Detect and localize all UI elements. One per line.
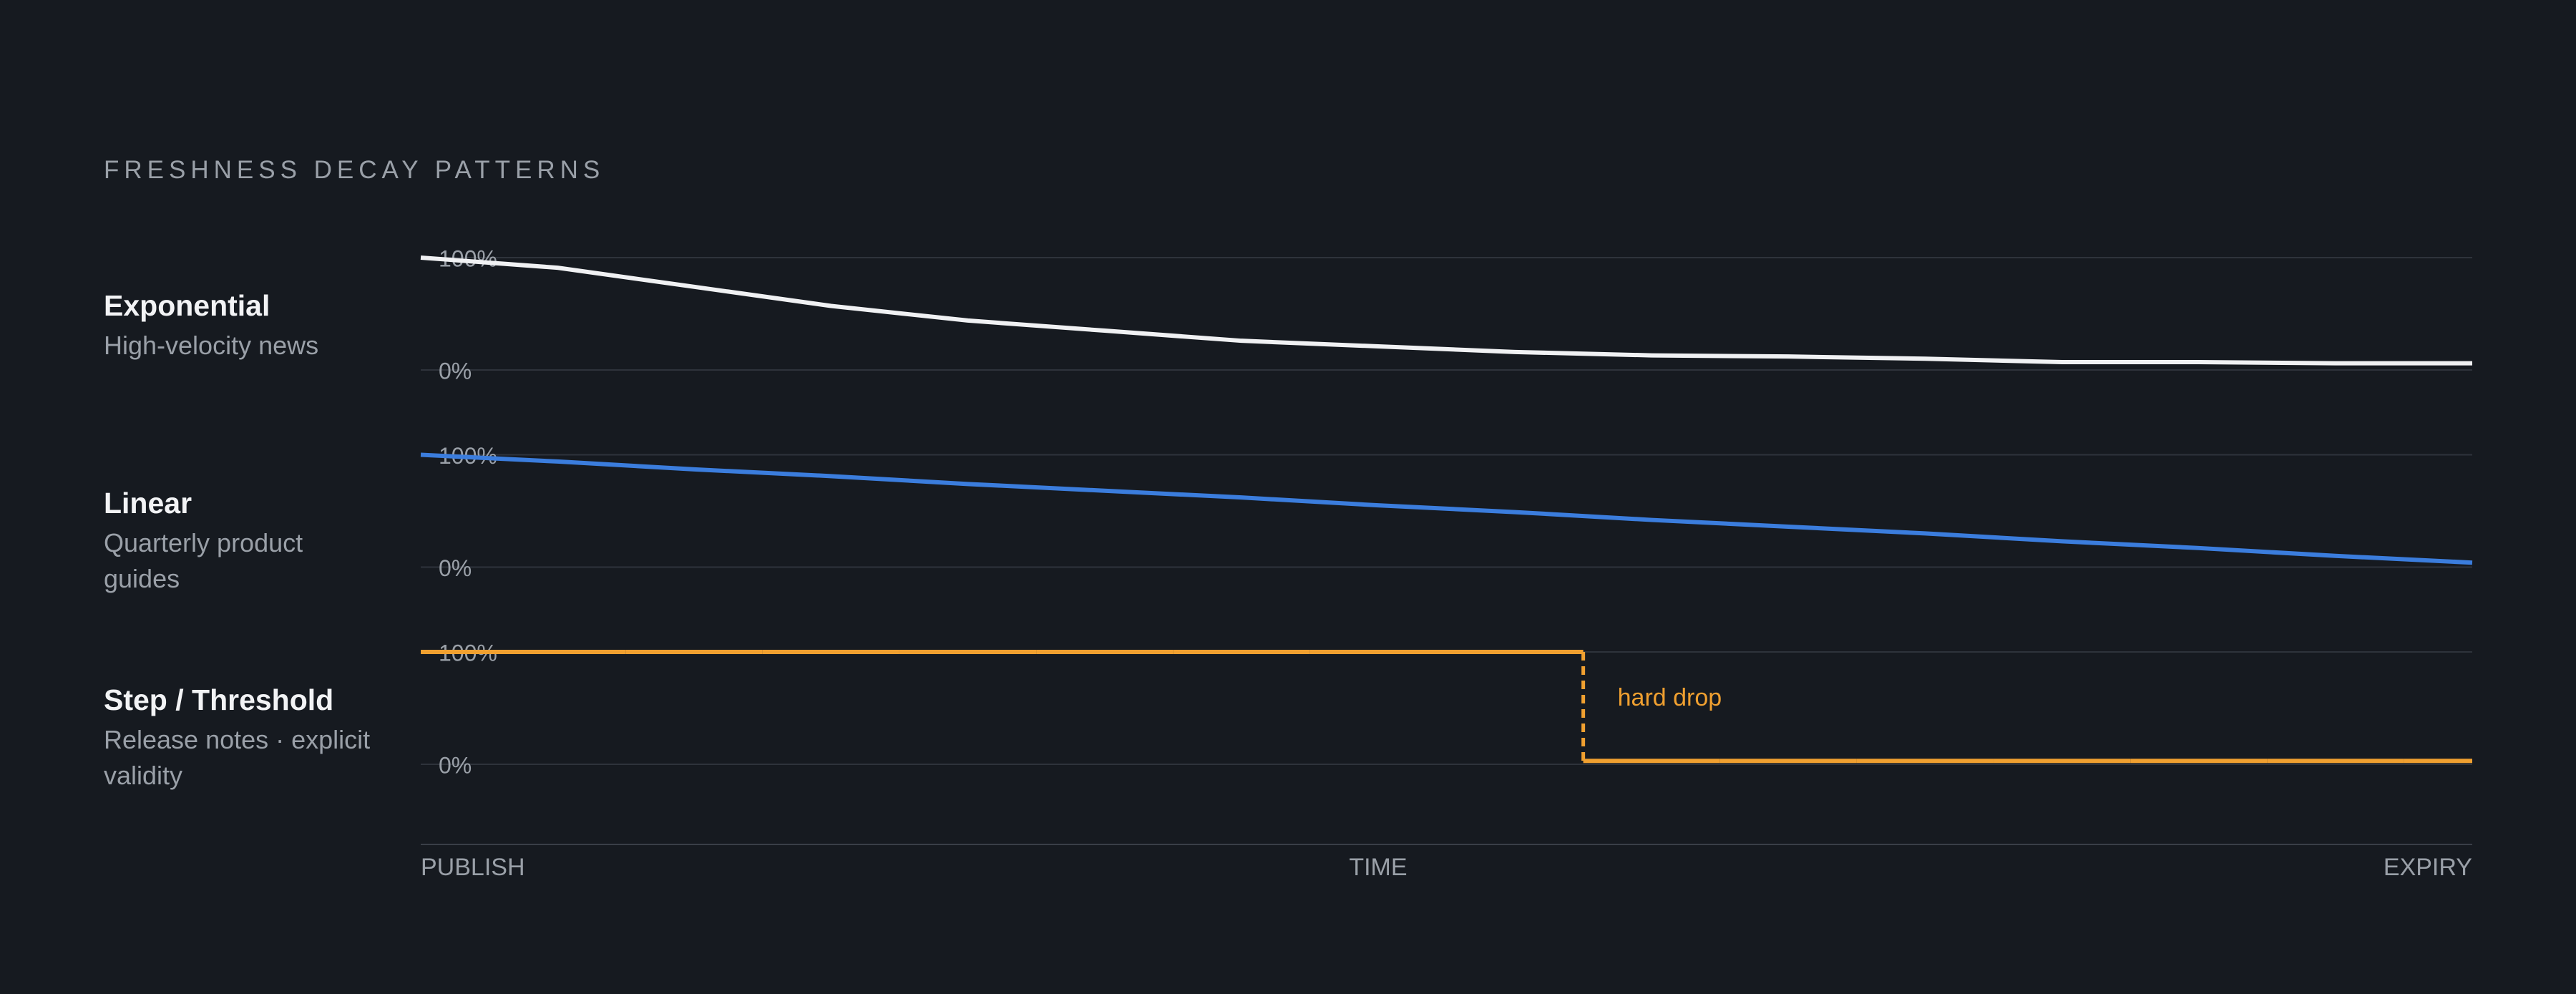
panel-subtitle: Release notes · explicit validity — [104, 725, 371, 790]
x-tick-label: PUBLISH — [421, 854, 525, 881]
panel-subtitle: Quarterly product guides — [104, 527, 303, 593]
panel-title: Linear — [104, 486, 192, 520]
annotation: hard drop — [1618, 684, 1722, 711]
decay-line — [420, 452, 2473, 565]
panel-subtitle: High-velocity news — [104, 331, 319, 360]
y-tick-label: 0% — [439, 555, 472, 581]
panel-label: Exponential High-velocity news — [104, 288, 376, 364]
decay-line — [420, 255, 2472, 366]
panel-title: Step / Threshold — [104, 683, 334, 716]
page-title: FRESHNESS DECAY PATTERNS — [104, 156, 605, 184]
x-tick-label: TIME — [1349, 854, 1407, 881]
panel-label: Step / Threshold Release notes · explicit… — [104, 682, 376, 794]
panel-title: Exponential — [104, 289, 270, 322]
y-tick-label: 0% — [439, 752, 472, 778]
x-tick-label: EXPIRY — [2384, 854, 2472, 881]
panel-label: Linear Quarterly product guides — [104, 485, 376, 597]
y-tick-label: 0% — [439, 358, 472, 384]
